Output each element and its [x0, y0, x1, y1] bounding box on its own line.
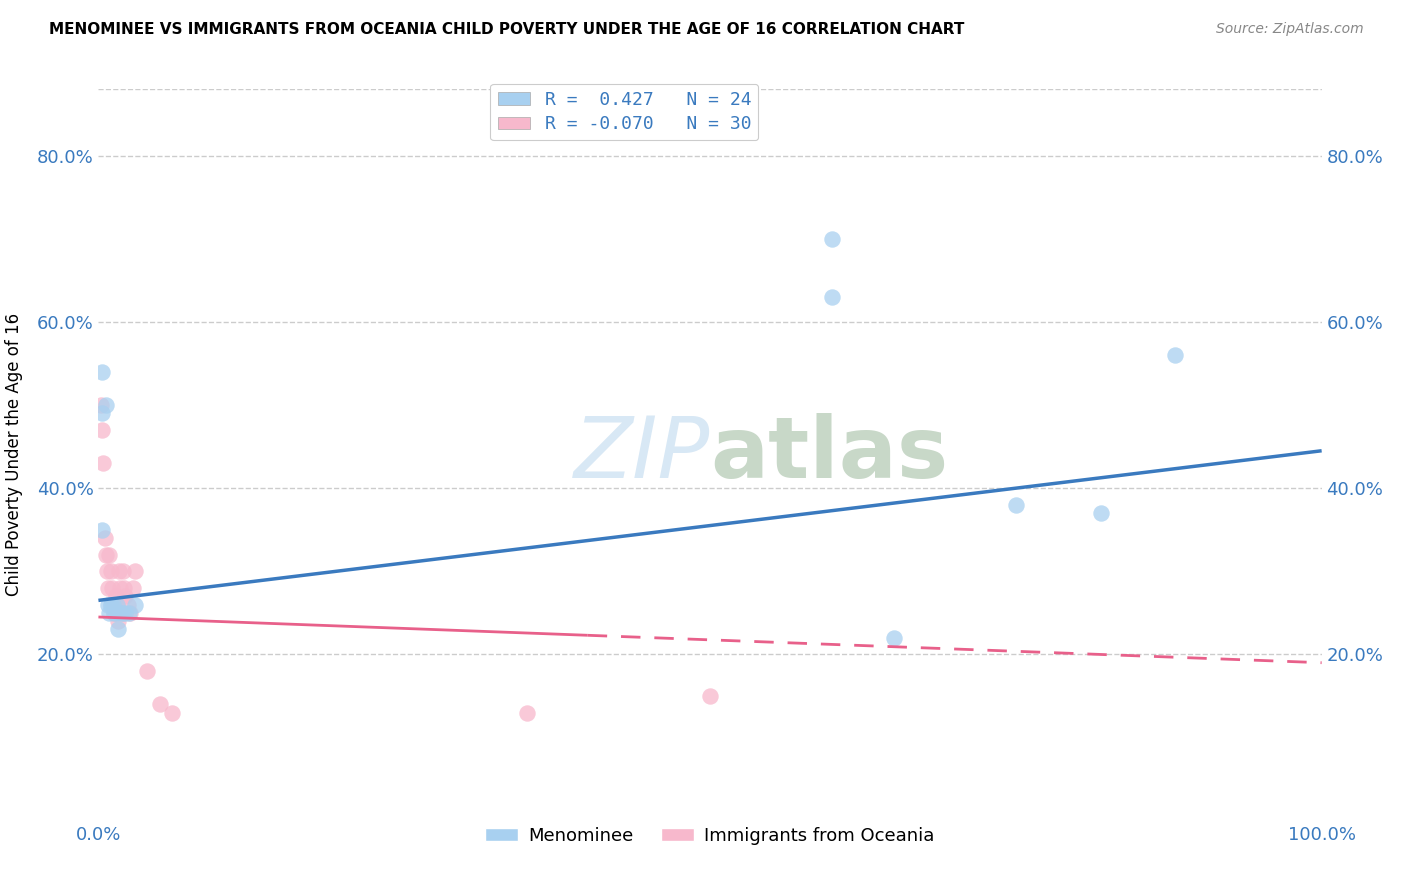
Point — [117, 598, 139, 612]
Point — [110, 581, 132, 595]
Point — [1164, 348, 1187, 362]
Point — [821, 232, 844, 246]
Point — [98, 548, 121, 562]
Point — [97, 598, 120, 612]
Point — [97, 581, 120, 595]
Text: ZIP: ZIP — [574, 413, 710, 497]
Point — [96, 564, 118, 578]
Point — [160, 706, 183, 720]
Point — [104, 606, 127, 620]
Point — [91, 423, 114, 437]
Point — [108, 564, 131, 578]
Point — [101, 598, 124, 612]
Point — [111, 606, 134, 620]
Point — [112, 581, 135, 595]
Point — [136, 664, 159, 678]
Point — [105, 598, 128, 612]
Point — [515, 706, 537, 720]
Point — [104, 589, 127, 603]
Point — [91, 365, 114, 379]
Y-axis label: Child Poverty Under the Age of 16: Child Poverty Under the Age of 16 — [4, 313, 22, 597]
Point — [111, 564, 134, 578]
Point — [114, 589, 136, 603]
Point — [100, 598, 122, 612]
Point — [699, 689, 721, 703]
Point — [100, 564, 122, 578]
Text: Source: ZipAtlas.com: Source: ZipAtlas.com — [1216, 22, 1364, 37]
Point — [149, 698, 172, 712]
Point — [1004, 498, 1026, 512]
Point — [1090, 506, 1112, 520]
Point — [91, 406, 114, 420]
Point — [120, 606, 142, 620]
Point — [118, 606, 141, 620]
Point — [121, 581, 143, 595]
Point — [101, 598, 124, 612]
Point — [100, 598, 122, 612]
Point — [93, 531, 115, 545]
Point — [94, 548, 117, 562]
Point — [883, 631, 905, 645]
Point — [111, 606, 134, 620]
Point — [91, 523, 114, 537]
Point — [821, 290, 844, 304]
Point — [110, 606, 132, 620]
Point — [103, 606, 125, 620]
Point — [98, 606, 121, 620]
Point — [103, 606, 125, 620]
Point — [90, 398, 112, 412]
Legend: Menominee, Immigrants from Oceania: Menominee, Immigrants from Oceania — [478, 820, 942, 852]
Point — [107, 614, 129, 628]
Point — [105, 598, 128, 612]
Point — [124, 598, 146, 612]
Point — [94, 398, 117, 412]
Point — [91, 456, 114, 470]
Text: atlas: atlas — [710, 413, 948, 497]
Point — [101, 581, 124, 595]
Point — [114, 606, 136, 620]
Point — [107, 623, 129, 637]
Text: MENOMINEE VS IMMIGRANTS FROM OCEANIA CHILD POVERTY UNDER THE AGE OF 16 CORRELATI: MENOMINEE VS IMMIGRANTS FROM OCEANIA CHI… — [49, 22, 965, 37]
Point — [124, 564, 146, 578]
